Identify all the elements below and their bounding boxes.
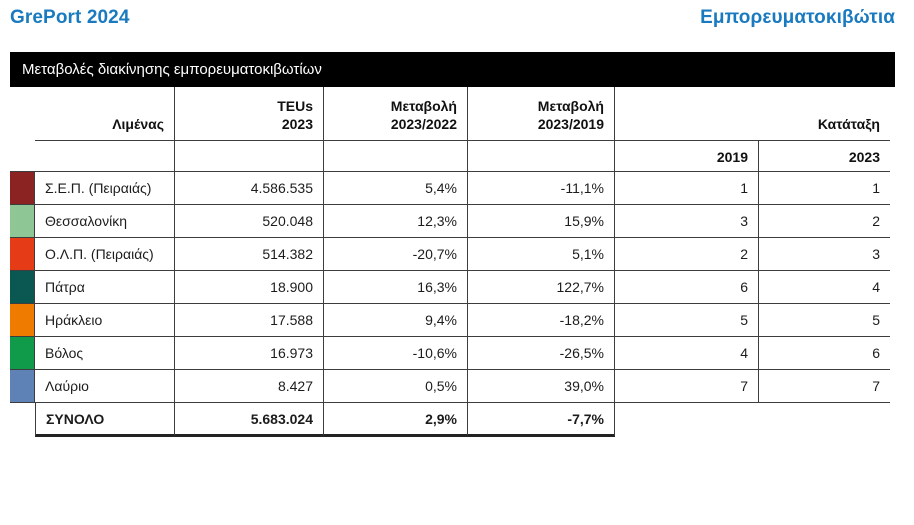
- column-header-teus-2023: TEUs 2023: [175, 87, 324, 141]
- change-2023-2022-value: 0,5%: [324, 370, 468, 403]
- total-change-2023-2019-value: -7,7%: [468, 403, 615, 437]
- header-swatch-spacer: [10, 87, 35, 141]
- row-color-swatch: [10, 370, 35, 403]
- change-2023-2022-value: 16,3%: [324, 271, 468, 304]
- rank-2023-value: 1: [759, 172, 890, 205]
- port-name: Πάτρα: [35, 271, 175, 304]
- rank-2023-value: 7: [759, 370, 890, 403]
- total-rank-2019-spacer: [615, 403, 759, 437]
- total-label: ΣΥΝΟΛΟ: [35, 403, 175, 437]
- row-color-swatch: [10, 238, 35, 271]
- rank-2023-value: 5: [759, 304, 890, 337]
- change-2023-2019-value: 39,0%: [468, 370, 615, 403]
- column-header-rank-2023: 2023: [759, 141, 890, 172]
- change-2023-2022-value: 12,3%: [324, 205, 468, 238]
- change-2023-2019-value: -26,5%: [468, 337, 615, 370]
- teus-value: 514.382: [175, 238, 324, 271]
- table-title: Μεταβολές διακίνησης εμπορευματοκιβωτίων: [22, 61, 322, 78]
- table-title-bar: Μεταβολές διακίνησης εμπορευματοκιβωτίων: [10, 52, 895, 87]
- page-header: GrePort 2024 Εμπορευματοκιβώτια: [0, 0, 914, 29]
- rank-2023-value: 4: [759, 271, 890, 304]
- header2-chg2-spacer: [468, 141, 615, 172]
- teus-value: 18.900: [175, 271, 324, 304]
- port-name: Θεσσαλονίκη: [35, 205, 175, 238]
- teus-value: 16.973: [175, 337, 324, 370]
- port-name: Σ.Ε.Π. (Πειραιάς): [35, 172, 175, 205]
- total-rank-2023-spacer: [759, 403, 890, 437]
- row-color-swatch: [10, 205, 35, 238]
- change-2023-2019-value: 5,1%: [468, 238, 615, 271]
- change-2023-2022-value: -20,7%: [324, 238, 468, 271]
- column-header-port: Λιμένας: [35, 87, 175, 141]
- total-change-2023-2022-value: 2,9%: [324, 403, 468, 437]
- teus-value: 4.586.535: [175, 172, 324, 205]
- total-swatch-spacer: [10, 403, 35, 437]
- page-title: Εμπορευματοκιβώτια: [700, 7, 895, 28]
- change-2023-2019-value: 122,7%: [468, 271, 615, 304]
- header2-chg1-spacer: [324, 141, 468, 172]
- change-2023-2022-value: 5,4%: [324, 172, 468, 205]
- rank-2019-value: 1: [615, 172, 759, 205]
- port-name: Λαύριο: [35, 370, 175, 403]
- column-header-change-2023-2022: Μεταβολή 2023/2022: [324, 87, 468, 141]
- column-header-rank-2019: 2019: [615, 141, 759, 172]
- teus-value: 520.048: [175, 205, 324, 238]
- row-color-swatch: [10, 337, 35, 370]
- change-2023-2022-value: -10,6%: [324, 337, 468, 370]
- change-2023-2019-value: -11,1%: [468, 172, 615, 205]
- header2-swatch-spacer: [10, 141, 35, 172]
- port-name: Ο.Λ.Π. (Πειραιάς): [35, 238, 175, 271]
- header2-teus-spacer: [175, 141, 324, 172]
- report-title: GrePort 2024: [10, 7, 130, 28]
- column-header-change-2023-2019: Μεταβολή 2023/2019: [468, 87, 615, 141]
- rank-2019-value: 5: [615, 304, 759, 337]
- total-teus-value: 5.683.024: [175, 403, 324, 437]
- column-header-ranking: Κατάταξη: [615, 87, 890, 141]
- rank-2019-value: 6: [615, 271, 759, 304]
- rank-2023-value: 2: [759, 205, 890, 238]
- rank-2019-value: 3: [615, 205, 759, 238]
- teus-value: 8.427: [175, 370, 324, 403]
- container-traffic-table: Λιμένας TEUs 2023 Μεταβολή 2023/2022 Μετ…: [10, 87, 890, 437]
- change-2023-2019-value: -18,2%: [468, 304, 615, 337]
- row-color-swatch: [10, 271, 35, 304]
- teus-value: 17.588: [175, 304, 324, 337]
- rank-2023-value: 6: [759, 337, 890, 370]
- change-2023-2022-value: 9,4%: [324, 304, 468, 337]
- rank-2023-value: 3: [759, 238, 890, 271]
- port-name: Βόλος: [35, 337, 175, 370]
- rank-2019-value: 2: [615, 238, 759, 271]
- rank-2019-value: 7: [615, 370, 759, 403]
- port-name: Ηράκλειο: [35, 304, 175, 337]
- row-color-swatch: [10, 172, 35, 205]
- rank-2019-value: 4: [615, 337, 759, 370]
- change-2023-2019-value: 15,9%: [468, 205, 615, 238]
- row-color-swatch: [10, 304, 35, 337]
- header2-port-spacer: [35, 141, 175, 172]
